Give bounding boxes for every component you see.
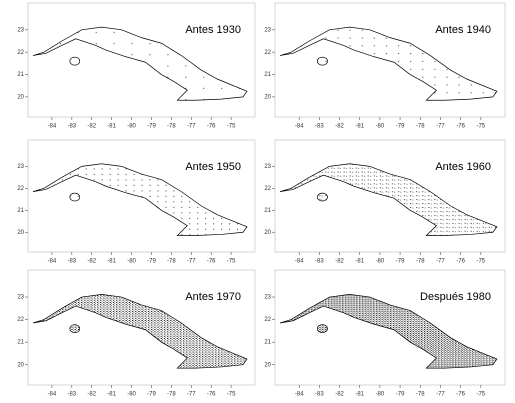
x-tick-label: -83 xyxy=(315,124,324,130)
x-tick-label: -79 xyxy=(147,259,156,265)
y-tick-label: 23 xyxy=(264,295,271,301)
x-tick-label: -80 xyxy=(376,392,385,398)
x-tick-label: -83 xyxy=(67,392,76,398)
x-tick-label: -78 xyxy=(416,124,425,130)
x-tick-label: -84 xyxy=(295,124,304,130)
y-tick-label: 23 xyxy=(264,27,271,33)
y-tick-label: 23 xyxy=(17,295,24,301)
x-tick-label: -76 xyxy=(456,259,465,265)
map-panel: Antes 1940 -84 -83 -82 -81 -80 -79 -78 -77 -76 -75… xyxy=(264,2,506,130)
y-tick-label: 23 xyxy=(17,164,24,170)
map-panel: Antes 1950 -84 -83 -82 -81 -80 -79 -78 -77 -76 -75… xyxy=(17,139,256,265)
x-tick-label: -80 xyxy=(376,124,385,130)
x-tick-label: -75 xyxy=(227,124,236,130)
x-tick-label: -75 xyxy=(476,392,485,398)
panel-title: Antes 1970 xyxy=(185,291,241,303)
y-tick-label: 20 xyxy=(17,230,24,236)
x-tick-label: -76 xyxy=(456,392,465,398)
y-tick-label: 21 xyxy=(264,72,271,78)
y-tick-label: 21 xyxy=(264,208,271,214)
x-tick-label: -79 xyxy=(396,259,405,265)
y-tick-label: 22 xyxy=(264,50,271,56)
x-tick-label: -78 xyxy=(416,392,425,398)
panel-title: Después 1980 xyxy=(420,291,491,303)
y-tick-label: 22 xyxy=(17,50,24,56)
x-tick-label: -83 xyxy=(67,259,76,265)
x-tick-label: -83 xyxy=(67,124,76,130)
x-tick-label: -75 xyxy=(227,392,236,398)
x-tick-label: -77 xyxy=(187,259,196,265)
x-tick-label: -81 xyxy=(107,392,116,398)
x-tick-label: -81 xyxy=(355,124,364,130)
x-tick-label: -79 xyxy=(147,392,156,398)
y-tick-label: 23 xyxy=(264,164,271,170)
x-tick-label: -79 xyxy=(396,392,405,398)
y-tick-label: 21 xyxy=(17,208,24,214)
x-tick-label: -80 xyxy=(376,259,385,265)
y-tick-label: 20 xyxy=(264,230,271,236)
x-tick-label: -75 xyxy=(476,259,485,265)
x-tick-label: -83 xyxy=(315,392,324,398)
x-tick-label: -78 xyxy=(167,392,176,398)
y-tick-label: 20 xyxy=(264,94,271,100)
y-tick-label: 21 xyxy=(17,72,24,78)
map-panel: Antes 1930 -84 -83 -82 -81 -80 -79 -78 -77 -76 -75… xyxy=(17,2,256,130)
x-tick-label: -77 xyxy=(436,392,445,398)
x-tick-label: -81 xyxy=(107,124,116,130)
x-tick-label: -82 xyxy=(335,124,344,130)
x-tick-label: -80 xyxy=(127,392,136,398)
panel-title: Antes 1960 xyxy=(435,161,491,173)
x-tick-label: -77 xyxy=(187,392,196,398)
y-tick-label: 22 xyxy=(264,317,271,323)
x-tick-label: -76 xyxy=(207,124,216,130)
x-tick-label: -84 xyxy=(295,392,304,398)
y-tick-label: 22 xyxy=(264,186,271,192)
x-tick-label: -75 xyxy=(476,124,485,130)
x-tick-label: -77 xyxy=(436,124,445,130)
y-tick-label: 20 xyxy=(264,362,271,368)
panel-title: Antes 1940 xyxy=(435,24,491,36)
y-tick-label: 22 xyxy=(17,317,24,323)
x-tick-label: -81 xyxy=(107,259,116,265)
x-tick-label: -78 xyxy=(167,124,176,130)
x-tick-label: -83 xyxy=(315,259,324,265)
x-tick-label: -84 xyxy=(48,392,57,398)
map-panel: Antes 1970 -84 -83 -82 -81 -80 -79 -78 -77 -76 -75… xyxy=(17,269,256,398)
x-tick-label: -82 xyxy=(335,259,344,265)
x-tick-label: -78 xyxy=(167,259,176,265)
x-tick-label: -76 xyxy=(207,259,216,265)
x-tick-label: -78 xyxy=(416,259,425,265)
y-tick-label: 22 xyxy=(17,186,24,192)
x-tick-label: -80 xyxy=(127,259,136,265)
panel-title: Antes 1930 xyxy=(185,24,241,36)
x-tick-label: -84 xyxy=(295,259,304,265)
x-tick-label: -84 xyxy=(48,124,57,130)
x-tick-label: -76 xyxy=(207,392,216,398)
y-tick-label: 21 xyxy=(264,340,271,346)
x-tick-label: -81 xyxy=(355,259,364,265)
x-tick-label: -81 xyxy=(355,392,364,398)
x-tick-label: -82 xyxy=(87,259,96,265)
x-tick-label: -80 xyxy=(127,124,136,130)
map-panel: Después 1980 -84 -83 -82 -81 -80 -79 -78 -77 -76 -… xyxy=(264,269,506,398)
x-tick-label: -75 xyxy=(227,259,236,265)
y-tick-label: 21 xyxy=(17,340,24,346)
x-tick-label: -82 xyxy=(87,124,96,130)
x-tick-label: -79 xyxy=(396,124,405,130)
x-tick-label: -82 xyxy=(335,392,344,398)
map-panel: Antes 1960 -84 -83 -82 -81 -80 -79 -78 -77 -76 -75… xyxy=(264,139,506,265)
y-tick-label: 20 xyxy=(17,362,24,368)
x-tick-label: -77 xyxy=(436,259,445,265)
panel-title: Antes 1950 xyxy=(185,161,241,173)
x-tick-label: -76 xyxy=(456,124,465,130)
x-tick-label: -77 xyxy=(187,124,196,130)
y-tick-label: 23 xyxy=(17,27,24,33)
y-tick-label: 20 xyxy=(17,94,24,100)
x-tick-label: -84 xyxy=(48,259,57,265)
x-tick-label: -82 xyxy=(87,392,96,398)
x-tick-label: -79 xyxy=(147,124,156,130)
